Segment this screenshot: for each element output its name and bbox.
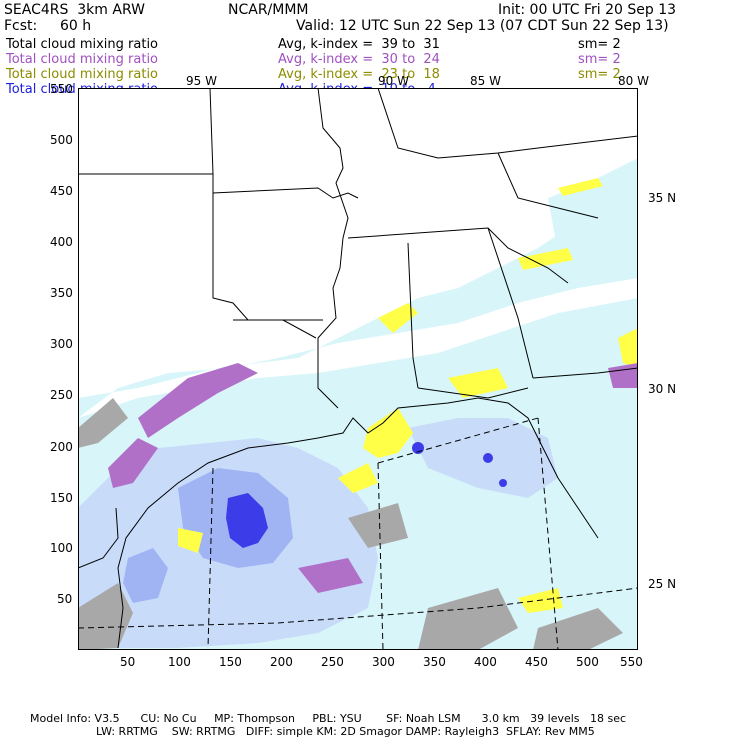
field-kindex-3: Avg, k-index = 23 to 18 bbox=[278, 67, 440, 82]
cloud-purple bbox=[108, 438, 158, 488]
state-boundary bbox=[347, 227, 569, 284]
cloud-gray bbox=[533, 608, 623, 650]
y-tick: 400 bbox=[50, 235, 73, 249]
y-tick: 500 bbox=[50, 133, 73, 147]
init-time: Init: 00 UTC Fri 20 Sep 13 bbox=[498, 2, 677, 18]
x-tick: 100 bbox=[168, 655, 191, 669]
forecast-hour: 60 h bbox=[60, 18, 92, 34]
cloud-deep-blue-cell bbox=[499, 479, 507, 487]
x-tick: 50 bbox=[120, 655, 136, 669]
x-tick: 250 bbox=[321, 655, 344, 669]
cloud-yellow bbox=[518, 248, 573, 270]
y-tick: 250 bbox=[50, 388, 73, 402]
x-tick: 300 bbox=[372, 655, 395, 669]
cloud-yellow bbox=[558, 178, 603, 196]
lon-label-90w: 90 W bbox=[378, 74, 409, 88]
state-boundary bbox=[212, 187, 359, 199]
field-name-2: Total cloud mixing ratio bbox=[6, 52, 159, 67]
cloud-shield-light bbox=[78, 168, 638, 418]
cloud-gray bbox=[78, 583, 133, 650]
lat-label-25n: 25 N bbox=[648, 577, 677, 591]
y-tick: 50 bbox=[57, 592, 73, 606]
cloud-gray bbox=[348, 503, 408, 548]
center-label: NCAR/MMM bbox=[228, 2, 309, 18]
dashed-boundary bbox=[537, 417, 559, 650]
field-kindex-2: Avg, k-index = 30 to 24 bbox=[278, 52, 440, 67]
y-tick: 100 bbox=[50, 541, 73, 555]
model-title: SEAC4RS 3km ARW bbox=[4, 2, 145, 18]
cloud-north-band bbox=[548, 158, 638, 253]
forecast-label: Fcst: bbox=[4, 18, 38, 34]
x-tick: 200 bbox=[270, 655, 293, 669]
dashed-boundary bbox=[78, 587, 638, 629]
dashed-boundary bbox=[377, 462, 384, 650]
dashed-boundary bbox=[377, 417, 539, 464]
cloud-yellow bbox=[178, 528, 203, 553]
cloud-yellow bbox=[378, 303, 418, 333]
field-sm-1: sm= 2 bbox=[578, 37, 621, 52]
state-boundary bbox=[317, 88, 349, 339]
valid-time: Valid: 12 UTC Sun 22 Sep 13 (07 CDT Sun … bbox=[296, 18, 669, 34]
y-tick: 200 bbox=[50, 440, 73, 454]
cloud-yellow bbox=[363, 408, 413, 458]
cloud-purple bbox=[138, 363, 258, 438]
y-tick: 150 bbox=[50, 491, 73, 505]
lon-label-95w: 95 W bbox=[186, 74, 217, 88]
state-boundary bbox=[407, 242, 419, 389]
field-kindex-1: Avg, k-index = 39 to 31 bbox=[278, 37, 440, 52]
state-boundary bbox=[317, 338, 339, 409]
state-boundary bbox=[532, 367, 638, 379]
field-name-3: Total cloud mixing ratio bbox=[6, 67, 159, 82]
lon-label-85w: 85 W bbox=[470, 74, 501, 88]
field-sm-3: sm= 2 bbox=[578, 67, 621, 82]
cloud-yellow bbox=[448, 368, 508, 398]
lat-label-35n: 35 N bbox=[648, 191, 677, 205]
state-boundary bbox=[537, 135, 638, 149]
y-tick: 350 bbox=[50, 286, 73, 300]
dashed-boundary bbox=[207, 467, 214, 649]
model-info-line2: LW: RRTMG SW: RRTMG DIFF: simple KM: 2D … bbox=[96, 725, 595, 738]
cloud-purple bbox=[298, 558, 363, 593]
state-boundary bbox=[487, 227, 534, 379]
x-tick: 550 bbox=[620, 655, 643, 669]
x-tick: 500 bbox=[576, 655, 599, 669]
cloud-gray bbox=[78, 398, 128, 448]
x-tick: 400 bbox=[474, 655, 497, 669]
mexico-coastline bbox=[78, 507, 119, 569]
x-tick: 350 bbox=[423, 655, 446, 669]
cloud-yellow bbox=[618, 328, 638, 368]
lon-label-80w: 80 W bbox=[618, 74, 649, 88]
y-tick: 300 bbox=[50, 337, 73, 351]
field-sm-2: sm= 2 bbox=[578, 52, 621, 67]
model-info-line1: Model Info: V3.5 CU: No Cu MP: Thompson … bbox=[30, 712, 627, 725]
state-boundary bbox=[417, 387, 529, 399]
cloud-deep-blue-core bbox=[226, 493, 268, 548]
lat-label-30n: 30 N bbox=[648, 382, 677, 396]
x-tick: 450 bbox=[525, 655, 548, 669]
state-boundary bbox=[497, 152, 599, 219]
cloud-gray bbox=[418, 588, 518, 650]
cloud-deep-blue-cell bbox=[483, 453, 493, 463]
state-boundary bbox=[377, 88, 539, 159]
weather-map bbox=[78, 88, 638, 650]
y-tick: 450 bbox=[50, 184, 73, 198]
cloud-mid-blue-west bbox=[123, 548, 168, 603]
x-tick: 150 bbox=[219, 655, 242, 669]
field-name-1: Total cloud mixing ratio bbox=[6, 37, 159, 52]
y-tick: 550 bbox=[50, 82, 73, 96]
cloud-yellow bbox=[338, 463, 378, 493]
coastline bbox=[117, 397, 599, 649]
map-border bbox=[78, 88, 638, 650]
